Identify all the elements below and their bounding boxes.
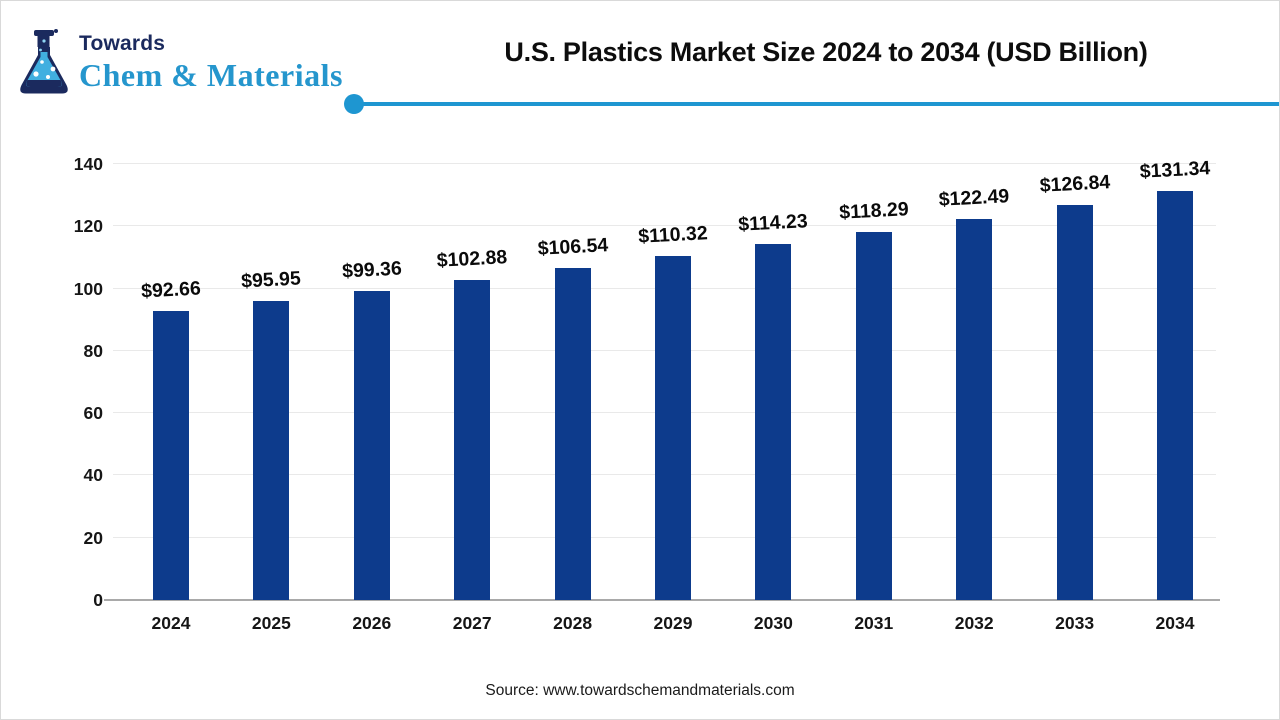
x-tick-label: 2030 xyxy=(753,613,793,633)
gridline xyxy=(113,225,1216,227)
bar xyxy=(1056,204,1093,600)
bar-chart: $92.66 2024 $95.95 2025 $99.36 2026 $102.88 202… xyxy=(104,157,1220,633)
y-tick-label: 40 xyxy=(83,465,103,486)
bar-value-label: $131.34 xyxy=(1139,157,1211,183)
bar xyxy=(1157,190,1193,600)
page-title: U.S. Plastics Market Size 2024 to 2034 (… xyxy=(504,37,1148,67)
flask-icon xyxy=(20,29,68,94)
bar xyxy=(855,231,892,600)
bar xyxy=(353,290,390,600)
y-axis: 0 20 40 60 80 100 120 140 xyxy=(53,154,103,610)
bar xyxy=(755,244,792,600)
divider-line xyxy=(359,102,1279,106)
bar xyxy=(253,301,290,600)
gridline xyxy=(113,163,1216,164)
x-axis-line xyxy=(104,599,1220,601)
x-tick-label: 2025 xyxy=(251,613,291,633)
logo-top-text: Towards xyxy=(79,32,166,55)
x-tick-label: 2034 xyxy=(1155,613,1195,633)
y-tick-label: 80 xyxy=(83,340,103,361)
y-tick-label: 20 xyxy=(83,527,103,548)
bar xyxy=(655,256,691,600)
y-tick-label: 60 xyxy=(83,403,103,424)
x-tick-label: 2033 xyxy=(1055,613,1095,633)
x-tick-label: 2032 xyxy=(954,613,994,633)
logo-main-text: Chem & Materials xyxy=(79,57,343,93)
x-tick-label: 2028 xyxy=(553,613,593,633)
x-tick-label: 2026 xyxy=(352,613,392,633)
divider-dot xyxy=(344,94,364,114)
y-tick-label: 0 xyxy=(93,590,103,610)
bar xyxy=(554,268,591,600)
y-tick-label: 120 xyxy=(73,216,103,237)
source-text: Source: www.towardschemandmaterials.com xyxy=(485,682,795,699)
x-tick-label: 2024 xyxy=(151,613,191,633)
y-tick-label: 100 xyxy=(73,278,103,299)
x-tick-label: 2027 xyxy=(452,613,492,633)
y-tick-label: 140 xyxy=(73,154,103,174)
x-tick-label: 2031 xyxy=(854,613,894,633)
bar xyxy=(454,279,491,600)
bar xyxy=(153,311,189,600)
logo-text: Towards Chem & Materials xyxy=(79,27,343,94)
logo: Towards Chem & Materials xyxy=(15,27,343,105)
bar xyxy=(956,218,993,600)
x-tick-label: 2029 xyxy=(653,613,693,633)
